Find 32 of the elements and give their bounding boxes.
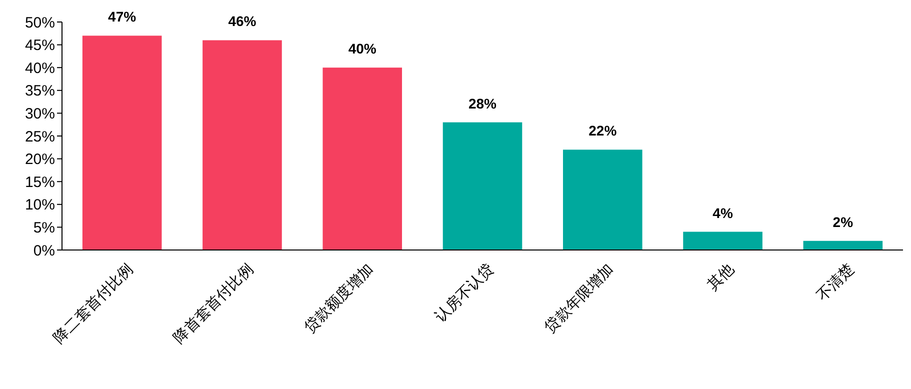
y-tick-label: 40%	[24, 60, 55, 77]
y-tick-label: 30%	[24, 105, 55, 122]
data-label: 4%	[712, 204, 734, 221]
x-tick-label: 降二套首付比例	[50, 260, 137, 347]
x-tick-label: 贷款年限增加	[542, 260, 618, 336]
x-tick-label: 降首套首付比例	[170, 260, 257, 347]
data-label: 40%	[348, 40, 377, 57]
y-tick-label: 20%	[24, 151, 55, 168]
y-tick-label: 25%	[24, 128, 55, 146]
bar	[562, 150, 642, 250]
bar	[202, 40, 282, 250]
y-tick-label: 0%	[33, 242, 55, 260]
data-label: 28%	[468, 95, 498, 112]
y-tick-label: 50%	[24, 14, 55, 32]
x-tick-label: 认房不认贷	[432, 260, 498, 326]
data-label: 47%	[108, 8, 137, 25]
bar	[322, 68, 402, 250]
y-tick-label: 10%	[24, 196, 55, 214]
y-tick-label: 15%	[24, 174, 55, 191]
x-tick-label: 贷款额度增加	[301, 260, 377, 336]
data-label: 2%	[832, 214, 854, 230]
data-label: 22%	[588, 122, 618, 139]
x-tick-label: 不清楚	[814, 260, 858, 304]
y-tick-label: 35%	[24, 82, 55, 100]
bar	[803, 240, 883, 250]
bar	[82, 36, 162, 250]
x-tick-label: 其他	[704, 260, 738, 294]
y-tick-label: 5%	[33, 219, 55, 236]
y-tick-label: 45%	[24, 37, 55, 54]
bar	[683, 232, 762, 250]
data-label: 46%	[228, 13, 257, 30]
bar	[442, 122, 522, 250]
